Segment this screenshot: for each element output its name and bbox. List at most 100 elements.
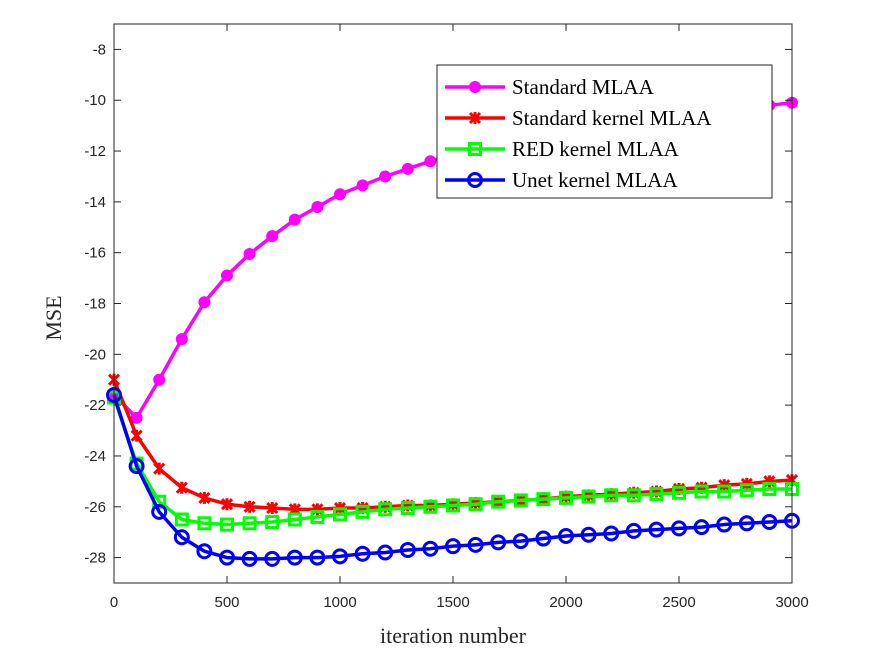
x-tick-label: 2500 [662, 594, 695, 611]
data-point [513, 493, 528, 508]
legend-entry: Standard MLAA [445, 75, 655, 99]
data-point [220, 517, 234, 532]
y-axis-label: MSE [41, 295, 66, 340]
data-point [334, 188, 346, 201]
data-point [311, 200, 324, 213]
data-point [174, 512, 189, 527]
data-point [446, 498, 460, 513]
data-point [355, 504, 370, 519]
data-point [151, 503, 168, 520]
data-point [196, 543, 213, 560]
data-point [173, 529, 190, 546]
legend-marker [469, 81, 481, 93]
x-tick-label: 3000 [775, 594, 808, 611]
data-point [445, 538, 461, 555]
data-point [175, 333, 188, 346]
data-point [716, 516, 733, 533]
legend-marker [468, 142, 482, 156]
legend-label: RED kernel MLAA [512, 137, 680, 161]
data-point [243, 247, 256, 260]
data-point [153, 373, 166, 386]
data-point [762, 481, 777, 496]
legend: Standard MLAA Standard kernel MLAA RED ker… [436, 64, 773, 199]
data-point [512, 533, 529, 550]
data-point [266, 501, 279, 515]
data-point [332, 548, 348, 565]
y-tick-label: -18 [84, 296, 106, 313]
series-unet-kernel-mlaa [106, 386, 800, 567]
data-point [153, 462, 166, 475]
ticks-layer: 0 500 1000 1500 2000 2500 3000 -8 -10 -12 -14 -16 -1… [84, 24, 809, 611]
data-point [559, 490, 573, 505]
y-tick-label: -16 [84, 245, 106, 262]
y-tick-label: -10 [84, 92, 106, 109]
y-tick-label: -14 [84, 194, 106, 211]
data-point [400, 501, 415, 516]
data-point [671, 520, 687, 537]
y-tick-label: -20 [84, 346, 106, 363]
x-tick-label: 1000 [323, 594, 356, 611]
data-point [536, 492, 551, 507]
data-point [694, 484, 709, 499]
data-point [422, 540, 439, 557]
data-point [648, 521, 665, 538]
x-tick-label: 0 [110, 594, 118, 611]
data-point [491, 494, 506, 509]
data-point [356, 179, 369, 192]
legend-label: Standard kernel MLAA [512, 106, 712, 130]
series-line [112, 396, 792, 527]
data-point [265, 515, 280, 530]
data-point [310, 509, 325, 524]
data-point [242, 516, 257, 531]
series-standard-kernel-mlaa [107, 373, 799, 516]
data-point [693, 519, 710, 536]
y-tick-label: -24 [84, 448, 106, 465]
data-point [535, 530, 552, 547]
data-point [198, 296, 211, 309]
data-point [220, 498, 234, 511]
legend-entry: Unet kernel MLAA [445, 168, 678, 192]
legend-marker [468, 111, 482, 125]
x-tick-label: 2000 [549, 594, 582, 611]
data-point [603, 525, 620, 542]
data-point [333, 507, 347, 522]
data-point [401, 162, 414, 175]
legend-label: Unet kernel MLAA [512, 168, 678, 192]
data-point [264, 550, 281, 567]
x-axis-label: iteration number [380, 623, 527, 648]
data-point [580, 526, 597, 543]
data-point [625, 522, 642, 539]
series-red-kernel-mlaa [107, 390, 799, 532]
data-point [128, 458, 145, 475]
data-point [175, 481, 188, 494]
data-point [221, 269, 233, 282]
data-point [423, 499, 438, 514]
data-point [604, 488, 619, 503]
data-point [739, 483, 754, 498]
data-point [649, 487, 664, 502]
data-point [130, 429, 143, 442]
data-point [378, 502, 393, 517]
data-point [219, 549, 235, 566]
data-point [354, 545, 371, 562]
data-point [197, 516, 212, 531]
legend-entry: Standard kernel MLAA [445, 106, 712, 130]
data-point [581, 489, 596, 504]
series-line [112, 394, 793, 561]
data-point [717, 484, 732, 499]
legend-entry: RED kernel MLAA [445, 137, 680, 161]
y-tick-label: -28 [84, 550, 106, 567]
x-tick-label: 1500 [436, 594, 469, 611]
x-tick-label: 500 [214, 594, 239, 611]
legend-marker [467, 172, 483, 188]
data-point [241, 550, 258, 567]
data-point [243, 500, 256, 513]
data-point [424, 155, 437, 168]
data-point [761, 514, 778, 531]
data-point [379, 170, 392, 183]
y-tick-label: -8 [93, 41, 106, 58]
data-point [288, 213, 301, 226]
legend-label: Standard MLAA [512, 75, 655, 99]
data-point [490, 534, 507, 551]
